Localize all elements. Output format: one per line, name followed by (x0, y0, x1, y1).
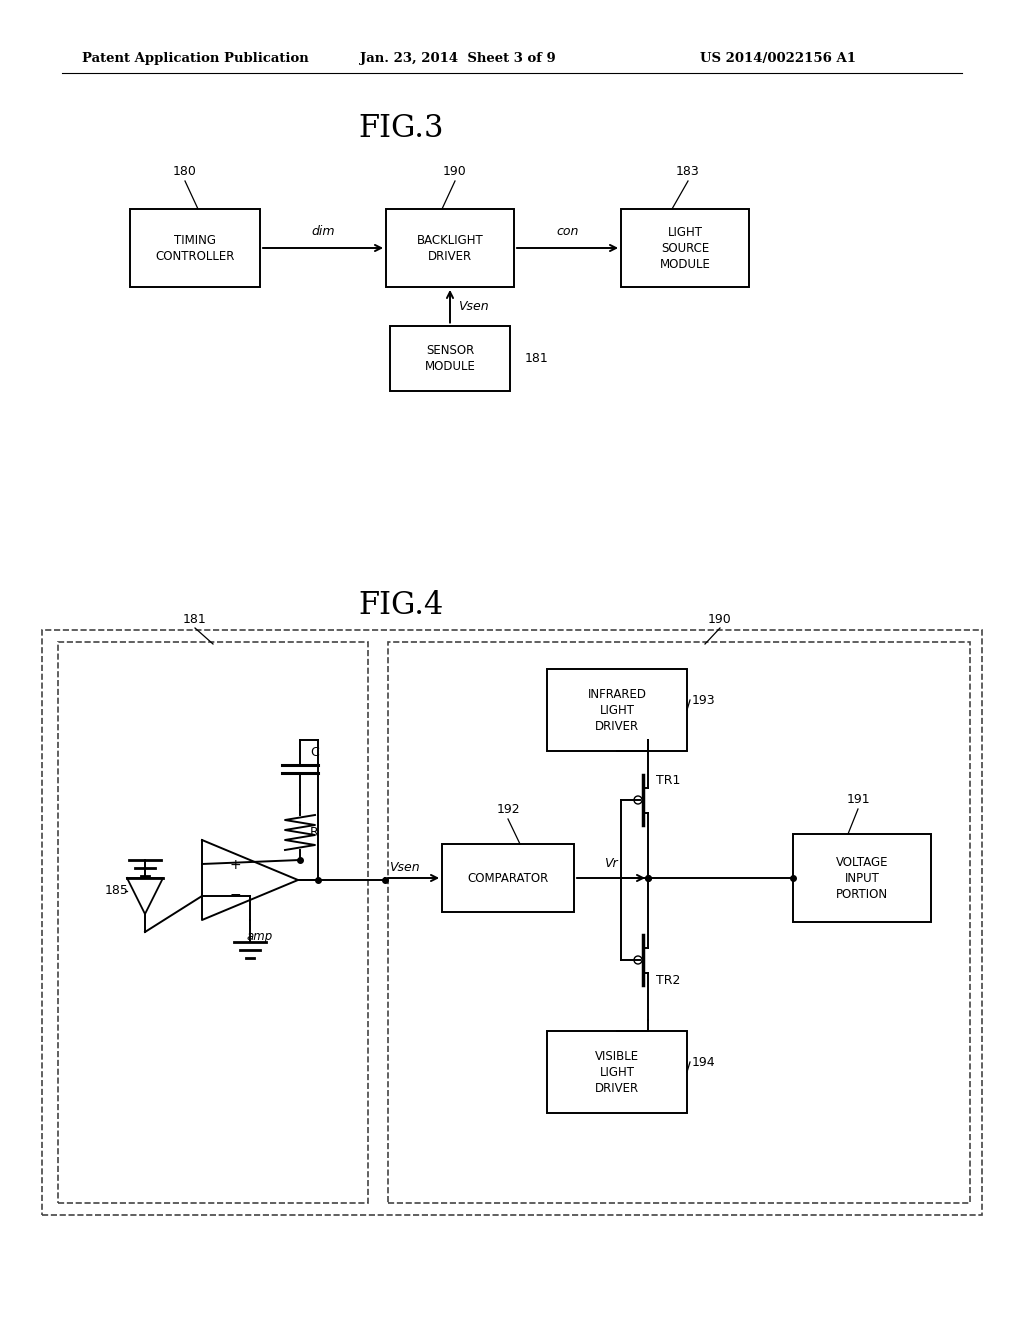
Text: 185: 185 (105, 884, 129, 898)
Text: Patent Application Publication: Patent Application Publication (82, 51, 309, 65)
Bar (793, 834, 931, 921)
Text: 194: 194 (692, 1056, 716, 1068)
Text: BACKLIGHT
DRIVER: BACKLIGHT DRIVER (417, 234, 483, 263)
Text: 181: 181 (525, 351, 549, 364)
Bar (390, 326, 510, 391)
Bar (547, 1031, 687, 1113)
Bar (58, 642, 368, 1203)
Text: INFRARED
LIGHT
DRIVER: INFRARED LIGHT DRIVER (588, 688, 646, 733)
Text: −: − (229, 888, 241, 902)
Bar (130, 209, 260, 286)
Text: SENSOR
MODULE: SENSOR MODULE (425, 343, 475, 372)
Bar (621, 209, 749, 286)
Bar (442, 843, 574, 912)
Text: con: con (556, 224, 579, 238)
Text: COMPARATOR: COMPARATOR (467, 871, 549, 884)
Text: TIMING
CONTROLLER: TIMING CONTROLLER (156, 234, 234, 263)
Bar (42, 630, 982, 1214)
Text: FIG.4: FIG.4 (358, 590, 443, 620)
Text: Vr: Vr (604, 857, 617, 870)
Text: 183: 183 (676, 165, 699, 178)
Text: FIG.3: FIG.3 (358, 114, 443, 144)
Text: 190: 190 (443, 165, 467, 178)
Polygon shape (127, 878, 163, 913)
Text: R: R (310, 826, 318, 840)
Text: TR2: TR2 (656, 974, 680, 986)
Text: 190: 190 (709, 612, 732, 626)
Text: amp: amp (247, 931, 273, 942)
Text: Jan. 23, 2014  Sheet 3 of 9: Jan. 23, 2014 Sheet 3 of 9 (360, 51, 556, 65)
Text: dim: dim (311, 224, 335, 238)
Text: 181: 181 (183, 612, 207, 626)
Text: 180: 180 (173, 165, 197, 178)
Text: TR1: TR1 (656, 774, 680, 787)
Bar (386, 209, 514, 286)
Text: 193: 193 (692, 693, 716, 706)
Text: VOLTAGE
INPUT
PORTION: VOLTAGE INPUT PORTION (836, 855, 888, 900)
Text: VISIBLE
LIGHT
DRIVER: VISIBLE LIGHT DRIVER (595, 1049, 639, 1094)
Text: US 2014/0022156 A1: US 2014/0022156 A1 (700, 51, 856, 65)
Text: +: + (229, 858, 241, 873)
Text: 191: 191 (846, 793, 869, 807)
Polygon shape (202, 840, 298, 920)
Text: Vsen: Vsen (389, 861, 420, 874)
Bar (388, 642, 970, 1203)
Text: 192: 192 (497, 803, 520, 816)
Bar (547, 669, 687, 751)
Text: Vsen: Vsen (458, 300, 488, 313)
Text: LIGHT
SOURCE
MODULE: LIGHT SOURCE MODULE (659, 226, 711, 271)
Text: C: C (310, 746, 318, 759)
